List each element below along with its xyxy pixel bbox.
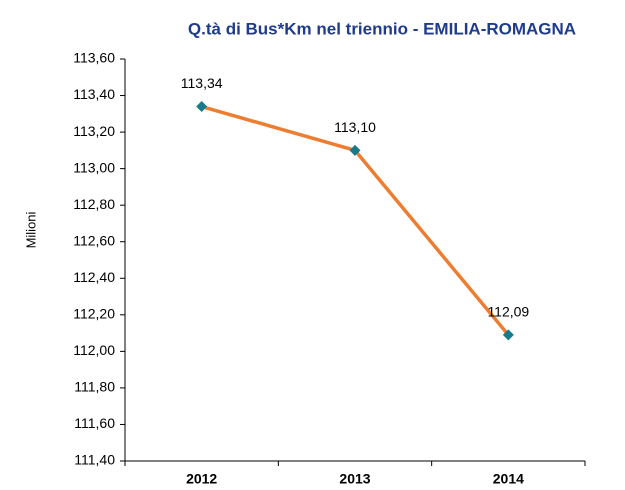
- y-tick-label: 111,80: [74, 379, 115, 395]
- y-tick-label: 113,00: [73, 159, 115, 175]
- y-tick-label: 112,60: [73, 232, 115, 248]
- x-tick-label: 2012: [186, 471, 217, 487]
- data-point: [349, 144, 361, 156]
- data-point: [196, 101, 208, 113]
- y-tick-label: 111,60: [74, 415, 115, 431]
- y-axis-label: Milioni: [23, 211, 38, 248]
- y-tick-label: 112,20: [73, 306, 115, 322]
- data-point: [502, 329, 514, 341]
- y-tick-label: 113,40: [73, 86, 115, 102]
- chart-title: Q.tà di Bus*Km nel triennio - EMILIA-ROM…: [188, 19, 576, 38]
- x-tick-label: 2014: [493, 471, 524, 487]
- data-label: 112,09: [487, 304, 529, 320]
- y-tick-label: 113,20: [73, 123, 115, 139]
- data-line: [201, 104, 510, 337]
- y-tick-label: 113,60: [73, 50, 115, 66]
- y-tick-label: 112,80: [73, 196, 115, 212]
- data-label: 113,10: [334, 119, 376, 135]
- y-tick-label: 111,40: [74, 452, 115, 468]
- data-label: 113,34: [181, 75, 223, 91]
- y-tick-label: 112,00: [73, 342, 115, 358]
- y-tick-label: 112,40: [73, 269, 115, 285]
- x-tick-label: 2013: [339, 471, 370, 487]
